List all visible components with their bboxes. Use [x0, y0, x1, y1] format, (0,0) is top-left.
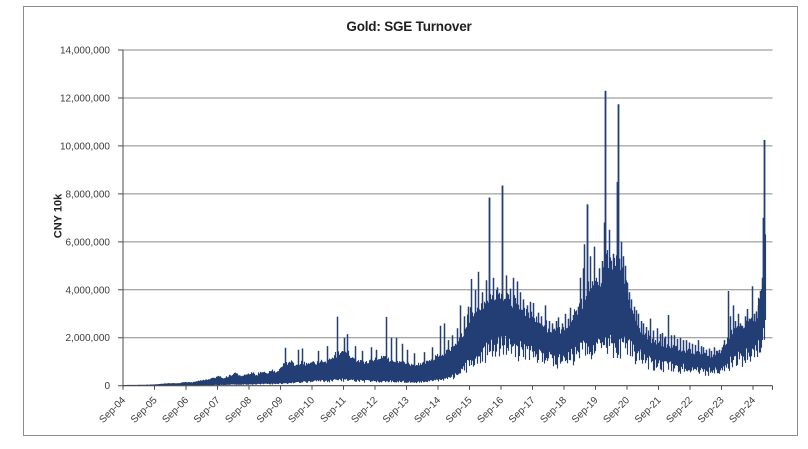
svg-text:12,000,000: 12,000,000 — [60, 94, 110, 105]
svg-text:2,000,000: 2,000,000 — [66, 333, 111, 344]
svg-text:8,000,000: 8,000,000 — [66, 189, 111, 200]
svg-text:10,000,000: 10,000,000 — [60, 141, 110, 152]
svg-text:0: 0 — [104, 381, 110, 392]
svg-text:6,000,000: 6,000,000 — [66, 237, 111, 248]
svg-text:14,000,000: 14,000,000 — [60, 46, 110, 57]
svg-text:Gold: SGE Turnover: Gold: SGE Turnover — [346, 19, 472, 34]
svg-text:CNY 10k: CNY 10k — [53, 193, 65, 238]
svg-text:4,000,000: 4,000,000 — [66, 285, 111, 296]
